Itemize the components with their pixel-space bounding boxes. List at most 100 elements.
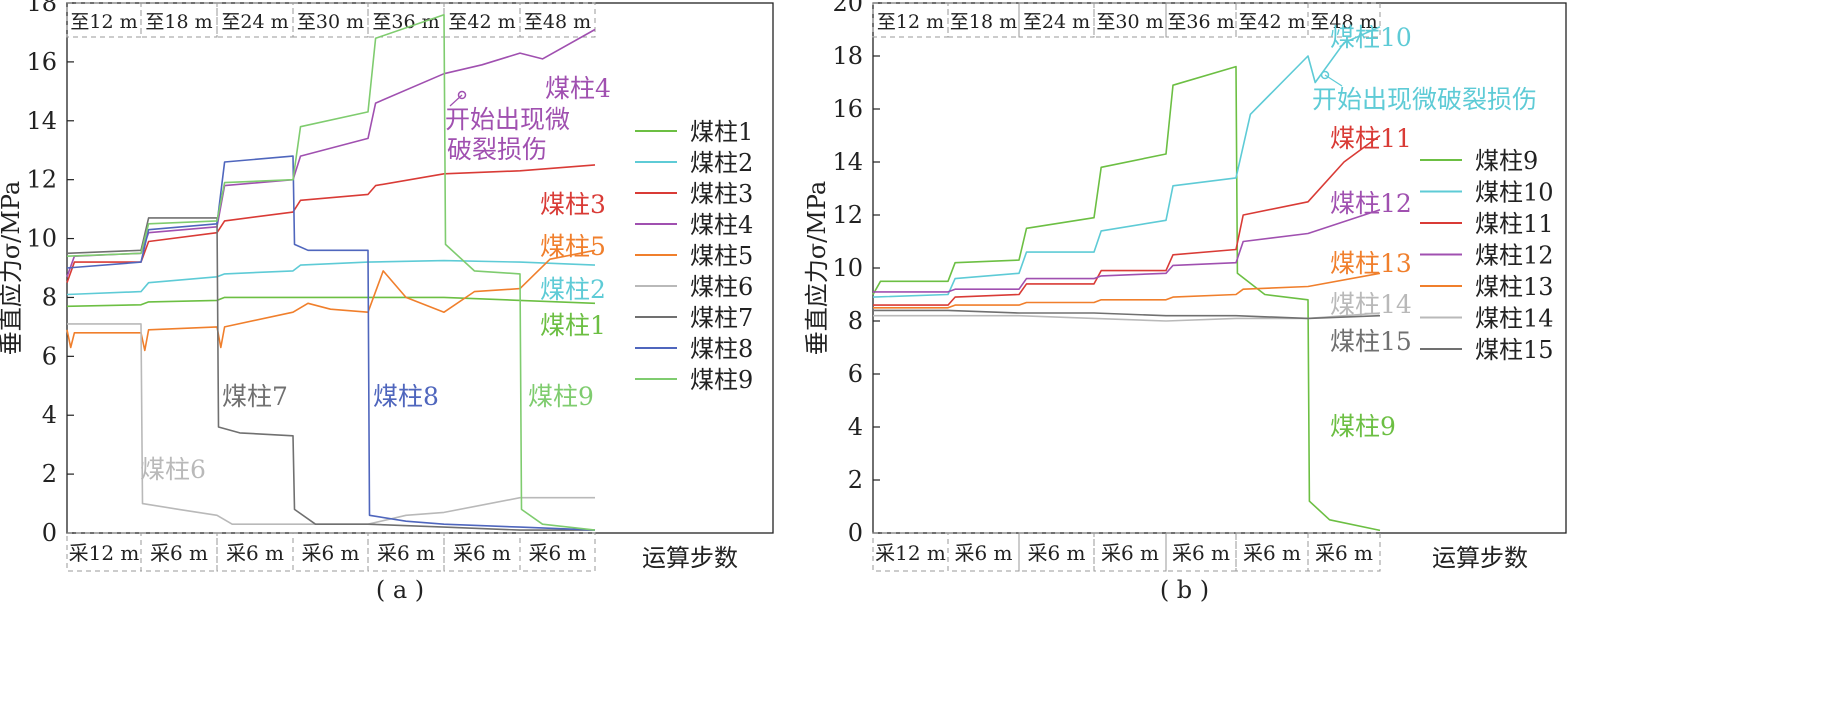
series-line-9 [66, 14, 596, 531]
series-inline-label: 煤柱8 [373, 382, 439, 411]
stage-label-top: 至12 m [877, 11, 944, 33]
series-inline-label: 煤柱3 [540, 190, 606, 219]
panel-label: ( b ) [1160, 576, 1209, 604]
y-tick-label: 0 [42, 519, 57, 547]
legend-label: 煤柱10 [1475, 179, 1554, 207]
series-inline-label: 煤柱2 [540, 275, 606, 304]
legend-label: 煤柱11 [1475, 210, 1554, 238]
stage-label-bottom: 采6 m [377, 541, 435, 565]
y-tick-label: 10 [832, 254, 863, 282]
y-tick-label: 12 [832, 201, 863, 229]
legend-label: 煤柱9 [690, 366, 753, 394]
annotation-text: 开始出现微 [445, 105, 570, 134]
y-tick-label: 6 [42, 342, 57, 370]
y-tick-label: 8 [42, 283, 57, 311]
y-tick-label: 2 [848, 466, 863, 494]
stage-label-top: 至18 m [145, 11, 212, 33]
legend-label: 煤柱12 [1475, 242, 1554, 270]
stage-label-bottom: 采6 m [301, 541, 359, 565]
legend-label: 煤柱2 [690, 149, 753, 177]
y-tick-label: 16 [26, 48, 57, 76]
annotation-text: 开始出现微破裂损伤 [1312, 85, 1537, 114]
y-axis-label: 垂直应力σ/MPa [0, 181, 25, 355]
series-line-3 [66, 164, 596, 283]
series-line-1 [872, 65, 1381, 532]
stage-label-bottom: 采6 m [226, 541, 284, 565]
stage-label-top: 至30 m [297, 11, 364, 33]
stage-label-bottom: 采12 m [875, 541, 946, 565]
series-inline-label: 煤柱13 [1330, 249, 1412, 278]
stage-label-top: 至18 m [950, 11, 1017, 33]
x-axis-label: 运算步数 [1432, 544, 1528, 572]
stage-label-top: 至30 m [1096, 11, 1163, 33]
stage-label-top: 至36 m [1167, 11, 1234, 33]
y-tick-label: 4 [42, 401, 57, 429]
series-inline-label: 煤柱10 [1330, 23, 1412, 52]
series-line-7 [66, 217, 595, 531]
stage-label-top: 至48 m [524, 11, 591, 33]
legend-label: 煤柱13 [1475, 273, 1554, 301]
panel-b: 0 2 4 6 8 10 12 14 16 18 20 垂直应力σ/MPa 至12 m 至18 m 至24 … [803, 0, 1567, 604]
stage-label-top: 至24 m [221, 11, 288, 33]
stage-label-bottom: 采6 m [150, 541, 208, 565]
x-axis-label: 运算步数 [642, 544, 738, 572]
stage-box-top [1235, 2, 1309, 38]
stage-box-bottom [1093, 532, 1167, 572]
y-tick-label: 20 [832, 0, 863, 17]
y-tick-label: 8 [848, 307, 863, 335]
y-tick-label: 0 [848, 519, 863, 547]
series-line-6 [67, 323, 595, 525]
series-inline-label: 煤柱15 [1330, 327, 1412, 356]
stage-label-bottom: 采6 m [1027, 541, 1085, 565]
plot-frame [66, 2, 774, 534]
series-inline-label: 煤柱4 [545, 74, 611, 103]
series-inline-label: 煤柱9 [1330, 412, 1396, 441]
legend-label: 煤柱6 [690, 273, 753, 301]
series-line-7 [873, 309, 1381, 320]
series-inline-label: 煤柱11 [1330, 124, 1412, 153]
annotation-marker [457, 90, 467, 100]
series-inline-label: 煤柱9 [528, 382, 594, 411]
y-tick-label: 12 [26, 166, 57, 194]
y-tick-label: 4 [848, 413, 863, 441]
y-tick-label: 6 [848, 360, 863, 388]
series-inline-label: 煤柱6 [140, 455, 206, 484]
legend-label: 煤柱5 [690, 242, 753, 270]
y-tick-label: 14 [832, 148, 863, 176]
y-axis-label: 垂直应力σ/MPa [803, 181, 831, 355]
legend-label: 煤柱3 [690, 180, 753, 208]
annotation-leader [1324, 74, 1343, 87]
legend-label: 煤柱8 [690, 335, 753, 363]
y-tick-label: 10 [26, 225, 57, 253]
series-line-2 [872, 26, 1381, 298]
annotation-marker [1320, 70, 1330, 80]
stage-label-top: 至48 m [1310, 11, 1377, 33]
stage-label-top: 至42 m [1238, 11, 1305, 33]
series-inline-label: 煤柱14 [1330, 290, 1412, 319]
stage-label-bottom: 采12 m [69, 541, 140, 565]
stage-label-top: 至36 m [372, 11, 439, 33]
stage-box-top [1018, 2, 1095, 38]
legend-label: 煤柱7 [690, 304, 753, 332]
stage-label-bottom: 采6 m [1101, 541, 1159, 565]
stage-label-bottom: 采6 m [528, 541, 586, 565]
legend-label: 煤柱1 [690, 118, 753, 146]
legend-label: 煤柱9 [1475, 147, 1538, 175]
stage-box-top [947, 2, 1020, 38]
y-tick-label: 18 [26, 0, 57, 17]
panel-label: ( a ) [376, 576, 424, 604]
y-tick-label: 14 [26, 107, 57, 135]
series-inline-label: 煤柱12 [1330, 189, 1412, 218]
series-line-5 [873, 272, 1381, 309]
annotation-text: 破裂损伤 [447, 135, 547, 164]
stage-label-bottom: 采6 m [1243, 541, 1301, 565]
stage-label-top: 至24 m [1023, 11, 1090, 33]
legend-label: 煤柱14 [1475, 305, 1554, 333]
series-line-3 [873, 134, 1381, 306]
stage-box-top [519, 2, 596, 38]
annotation-leader [449, 94, 463, 107]
plot-frame [872, 2, 1567, 534]
series-line-2 [66, 259, 596, 296]
legend-label: 煤柱4 [690, 211, 753, 239]
